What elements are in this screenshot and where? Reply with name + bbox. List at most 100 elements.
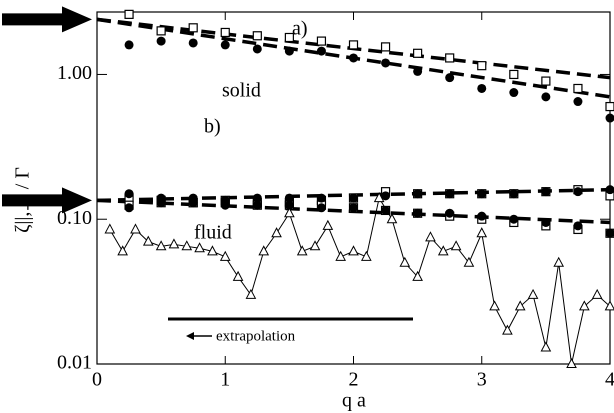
- circle-point: [509, 88, 519, 98]
- x-axis-label: q a: [342, 390, 366, 412]
- triangle-point: [412, 270, 423, 281]
- circle-point: [188, 198, 198, 208]
- circle-point: [316, 203, 326, 213]
- circle-point: [381, 191, 391, 201]
- triangle-point: [450, 240, 462, 251]
- circle-point: [477, 83, 487, 93]
- square-point: [541, 76, 551, 86]
- circle-point: [220, 40, 230, 50]
- triangle-point: [591, 288, 603, 299]
- plot-frame: [96, 11, 611, 365]
- circle-point: [573, 221, 583, 231]
- triangle-point: [437, 245, 449, 256]
- circle-point: [284, 193, 294, 203]
- circle-point: [541, 217, 551, 227]
- circle-point: [573, 187, 583, 197]
- circle-point: [605, 113, 614, 123]
- circle-point: [124, 189, 134, 199]
- triangle-point: [219, 250, 231, 261]
- circle-point: [349, 193, 358, 203]
- square-point: [413, 48, 423, 58]
- circle-point: [220, 200, 230, 210]
- circle-point: [413, 189, 423, 199]
- triangle-point: [194, 242, 205, 253]
- triangle-point: [258, 245, 270, 256]
- annotation: b): [204, 116, 221, 138]
- triangle-point: [168, 238, 180, 249]
- circle-point: [509, 189, 519, 199]
- triangle-point: [360, 250, 372, 261]
- circle-point: [605, 228, 614, 238]
- x-tick-label: 2: [349, 369, 359, 391]
- annotation: extrapolation: [216, 328, 296, 344]
- x-tick-label: 3: [477, 369, 487, 391]
- circle-point: [413, 208, 423, 218]
- x-tick-label: 4: [605, 369, 614, 391]
- triangle-point: [348, 245, 359, 256]
- limit-arrows: [2, 6, 92, 214]
- circle-point: [349, 203, 358, 213]
- square-point: [252, 31, 262, 41]
- triangle-point: [579, 300, 590, 311]
- square-point: [477, 61, 487, 71]
- circle-point: [541, 187, 551, 197]
- triangle-point: [386, 213, 398, 224]
- circle-point: [381, 58, 391, 68]
- square-point: [156, 26, 166, 36]
- limit-arrow: [2, 187, 92, 214]
- square-point: [605, 101, 614, 112]
- triangle-point: [104, 223, 116, 234]
- triangle-point: [155, 240, 167, 251]
- circle-point: [509, 214, 519, 224]
- extrapolation-arrowhead: [186, 332, 194, 340]
- square-point: [124, 9, 134, 19]
- triangle-point: [502, 324, 513, 335]
- circle-point: [445, 189, 455, 199]
- circle-point: [188, 38, 198, 48]
- circle-point: [156, 36, 166, 46]
- triangle-point: [296, 245, 308, 256]
- circle-point: [349, 53, 358, 63]
- circle-point: [252, 193, 262, 203]
- circle-point: [284, 46, 294, 56]
- triangle-point: [463, 256, 475, 267]
- triangle-point: [271, 227, 282, 238]
- circle-point: [284, 200, 294, 210]
- triangle-point: [425, 231, 436, 242]
- triangle-point: [540, 341, 552, 352]
- triangle-point: [527, 288, 539, 299]
- triangle-point: [117, 245, 128, 256]
- triangle-point: [373, 192, 385, 203]
- circle-point: [316, 193, 326, 203]
- triangle-point: [207, 245, 218, 256]
- circle-point: [541, 92, 551, 102]
- y-tick-label: 0.01: [57, 352, 92, 374]
- annotation: fluid: [194, 222, 232, 244]
- square-point: [220, 27, 230, 38]
- circle-point: [477, 189, 487, 199]
- triangle-point: [566, 357, 577, 368]
- circle-point: [573, 97, 583, 107]
- square-point: [380, 42, 391, 52]
- triangle-point: [130, 223, 141, 234]
- triangle-point: [309, 240, 321, 251]
- circle-point: [445, 73, 455, 83]
- x-tick-label: 1: [220, 369, 230, 391]
- triangle-point: [553, 256, 565, 267]
- triangle-point: [476, 227, 488, 238]
- triangle-point: [245, 288, 257, 299]
- circle-point: [316, 46, 326, 56]
- data-line: [109, 196, 611, 365]
- annotation: solid: [222, 80, 261, 102]
- square-point: [284, 32, 294, 43]
- circle-point: [156, 198, 166, 208]
- y-tick-label: 1.00: [57, 62, 92, 84]
- triangle-point: [284, 207, 295, 218]
- triangle-point: [232, 270, 244, 281]
- triangle-point: [399, 256, 411, 267]
- circle-point: [124, 203, 134, 213]
- triangle-point: [335, 250, 347, 261]
- circle-point: [445, 208, 455, 218]
- square-point: [445, 53, 455, 63]
